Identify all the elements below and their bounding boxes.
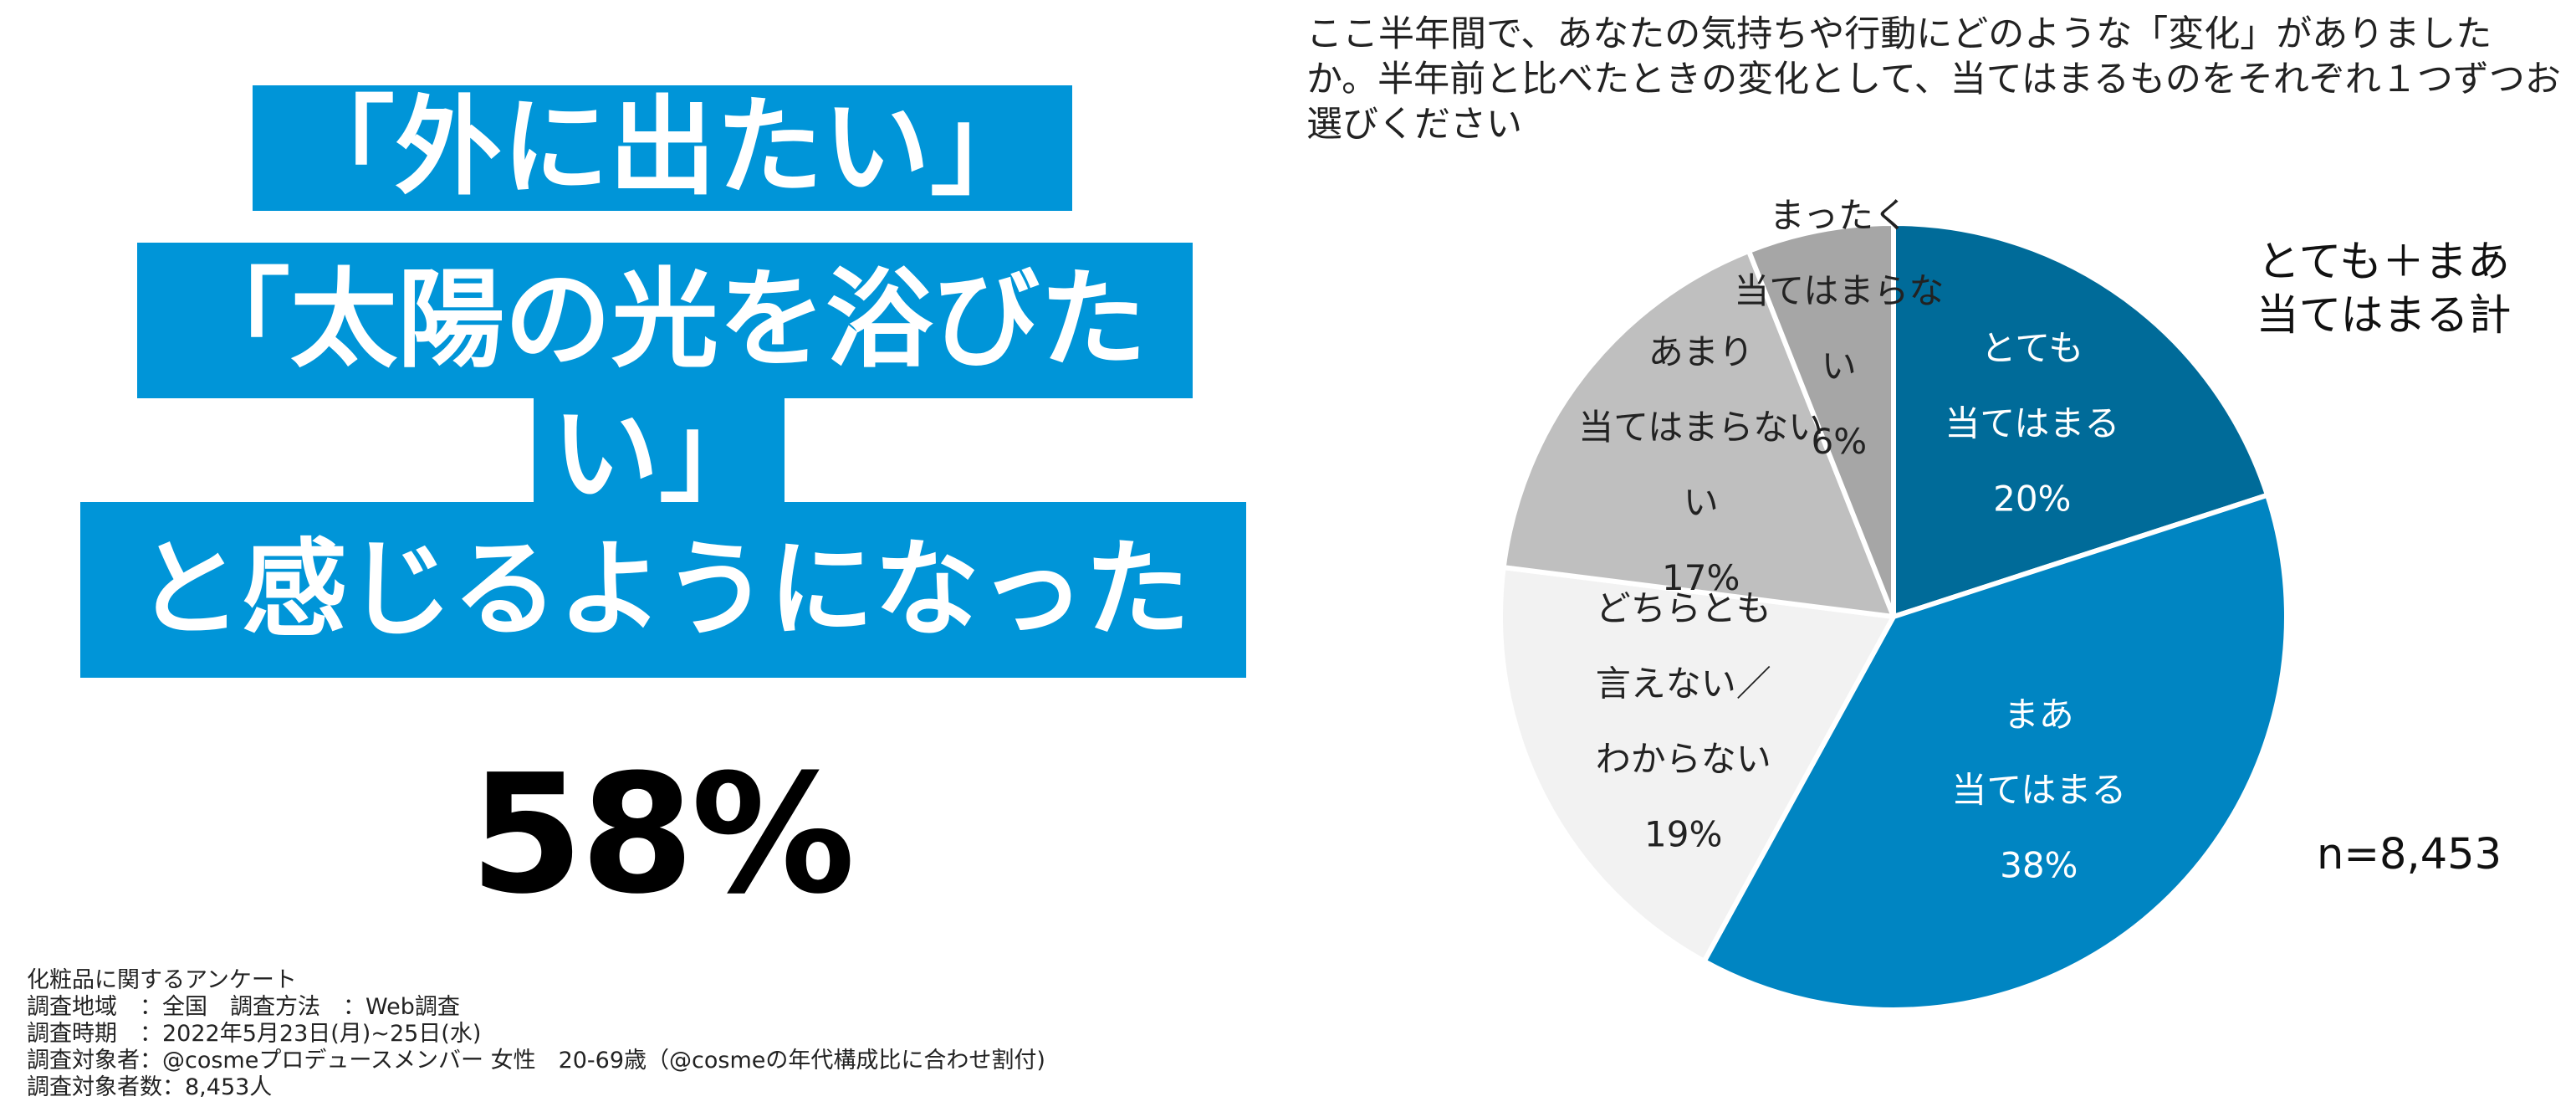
pie-slice-3 [1500,249,1896,619]
pie-label-4-line-1: 当てはまらな [1734,270,1944,311]
sum-label-line-2: 当てはまる計 [2256,291,2512,341]
pie-slice-labels: とても当てはまる20%まあ当てはまる38%どちらとも言えない／わからない19%あ… [1578,195,2126,886]
footnote-title: 化粧品に関するアンケート [27,967,297,993]
pie-slice-0 [1891,221,2270,619]
pie-label-0-value: 20% [1993,478,2071,519]
headline-line-3: い」 [534,398,785,512]
pie-label-1-value: 38% [2000,845,2078,886]
headline-line-1: 「外に出たい」 [253,85,1072,211]
pie-label-2-value: 19% [1644,814,1722,855]
footnote-region: 調査地域 ：全国 調査方法 ：Web調査 [27,994,460,1020]
pie-slice-2 [1498,565,1896,964]
sum-label-line-1: とても＋まあ [2257,238,2510,287]
footnote-period: 調査時期 ：2022年5月23日(月)~25日(水) [27,1021,482,1047]
footnote-count: 調査対象者数：8,453人 [27,1074,273,1100]
pie-label-2-line-2: わからない [1596,739,1771,780]
pie-label-3-line-1: 当てはまらない [1578,407,1823,448]
pie-label-0-line-1: 当てはまる [1945,402,2119,443]
pie-label-3-line-2: い [1684,482,1719,523]
pie-label-2-line-0: どちらとも [1596,588,1771,629]
pie-label-3-line-0: あまり [1648,331,1754,372]
pie-slice-4 [1745,221,1896,619]
sample-size-label: n=8,453 [2317,830,2502,879]
pie-slices [1498,221,2289,1012]
pie-label-4-line-0: まったく [1770,195,1909,236]
pie-label-1-line-1: 当てはまる [1951,770,2126,811]
headline-line-2: 「太陽の光を浴びた [137,243,1193,398]
survey-footnotes: 化粧品に関するアンケート 調査地域 ：全国 調査方法 ：Web調査 調査時期 ：… [27,967,1281,1101]
pie-label-0-line-0: とても [1981,327,2083,368]
big-percent: 58% [469,740,855,930]
pie-label-4-value: 6% [1811,421,1867,462]
pie-label-2-line-1: 言えない／ [1596,664,1771,705]
survey-question: ここ半年間で、あなたの気持ちや行動にどのような「変化」がありましたか。半年前と比… [1306,13,2561,146]
sum-label: とても＋まあ 当てはまる計 [2241,236,2526,343]
pie-label-1-line-0: まあ [2004,694,2074,735]
pie-slice-1 [1701,492,2289,1012]
headline-line-4: と感じるようになった [80,502,1246,678]
footnote-target: 調査対象者：@cosmeプロデュースメンバー 女性 20-69歳（@cosmeの… [27,1048,1045,1074]
pie-label-4-line-2: い [1822,346,1857,387]
pie-label-3-value: 17% [1662,557,1740,598]
